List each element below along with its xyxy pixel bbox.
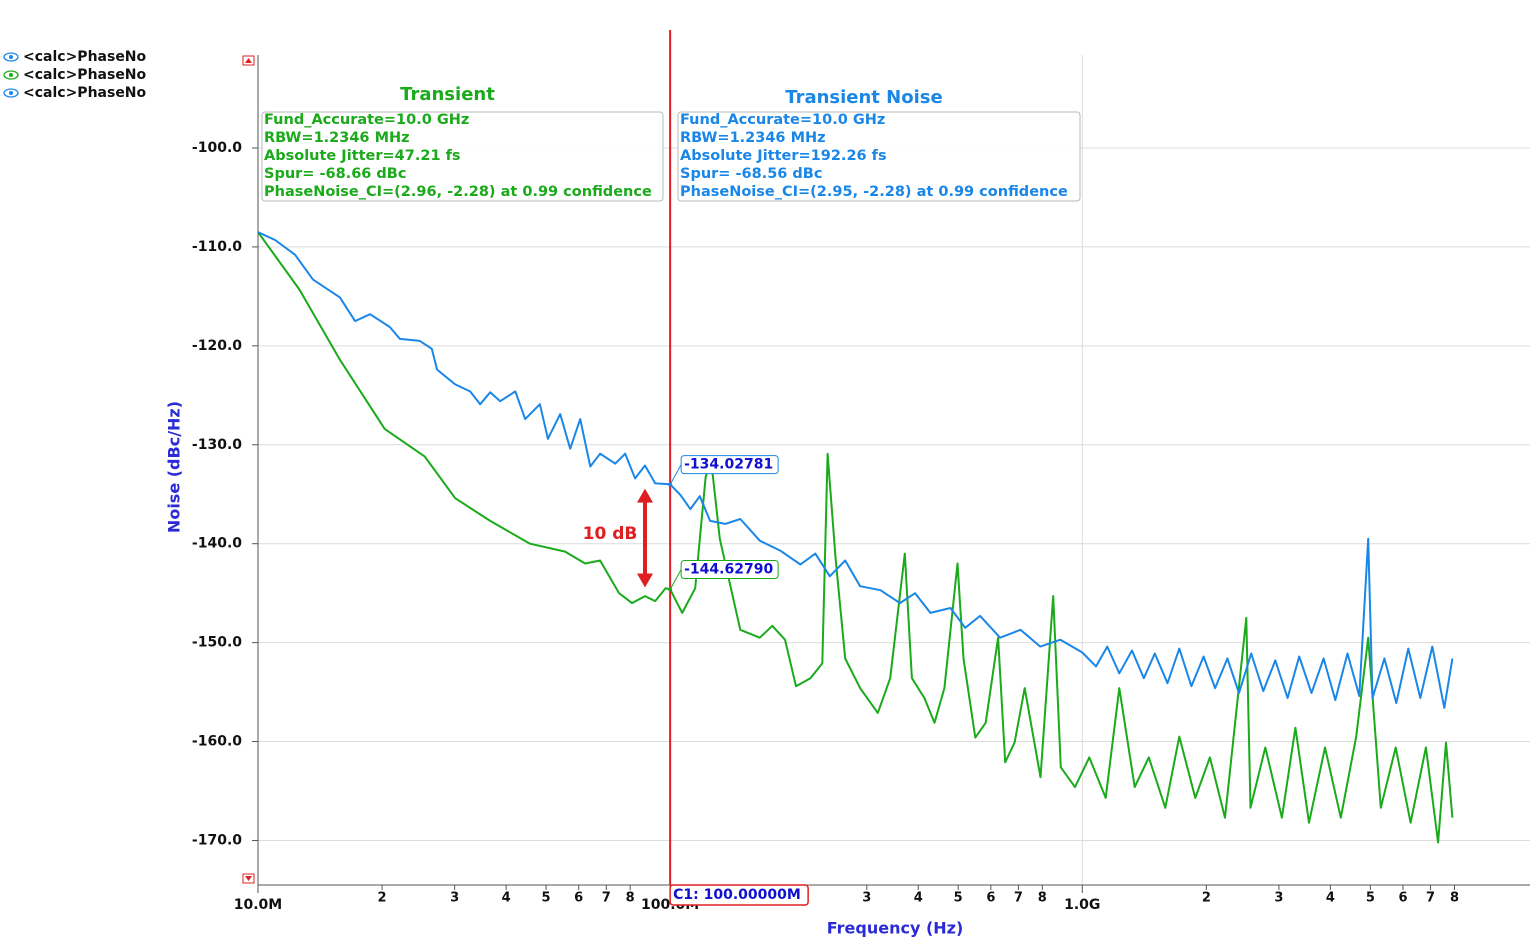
series-line	[257, 231, 1454, 709]
x-tick-label-major: 10.0M	[234, 897, 282, 913]
legend-icon-pupil	[9, 73, 13, 77]
annotation-title: Transient Noise	[785, 87, 942, 108]
legend-icon-pupil	[9, 55, 13, 59]
x-tick-label-minor: 4	[1326, 891, 1335, 906]
y-tick-label: -150.0	[192, 635, 242, 651]
y-tick-label: -160.0	[192, 734, 242, 750]
marker-point	[668, 587, 673, 592]
x-tick-label-major: 1.0G	[1064, 897, 1100, 913]
x-tick-label-minor: 7	[1014, 891, 1023, 906]
x-tick-label-minor: 5	[954, 891, 963, 906]
x-tick-label-minor: 5	[542, 891, 551, 906]
x-tick-label-minor: 4	[914, 891, 923, 906]
marker-label: -134.02781	[684, 457, 773, 473]
y-tick-label: -170.0	[192, 832, 242, 848]
annotation-line: Spur= -68.66 dBc	[264, 166, 406, 182]
annotation-title: Transient	[400, 84, 495, 105]
delta-arrow-head	[637, 488, 653, 503]
series-line	[257, 231, 1454, 844]
y-tick-label: -130.0	[192, 437, 242, 453]
x-axis-label: Frequency (Hz)	[827, 919, 964, 938]
marker-label-box	[680, 559, 779, 579]
marker-label: -144.62790	[684, 561, 773, 577]
annotation-line: Absolute Jitter=192.26 fs	[680, 148, 887, 164]
cursor-label-box	[669, 884, 809, 906]
y-axis-label: Noise (dBc/Hz)	[165, 401, 184, 533]
legend-label: <calc>PhaseNo	[23, 85, 147, 101]
annotation-line: Fund_Accurate=10.0 GHz	[680, 112, 885, 128]
x-tick-label-minor: 8	[1450, 891, 1459, 906]
scroll-up-icon	[245, 58, 252, 63]
x-tick-label-minor: 3	[862, 891, 871, 906]
x-tick-label-minor: 4	[502, 891, 511, 906]
x-tick-label-minor: 8	[626, 891, 635, 906]
legend-label: <calc>PhaseNo	[23, 49, 147, 65]
annotation-line: RBW=1.2346 MHz	[264, 130, 410, 146]
x-tick-label-minor: 5	[1366, 891, 1375, 906]
annotation-line: PhaseNoise_CI=(2.95, -2.28) at 0.99 conf…	[680, 184, 1068, 200]
annotation-box	[261, 111, 664, 202]
legend-icon	[3, 52, 19, 62]
legend-icon	[3, 88, 19, 98]
legend-label: <calc>PhaseNo	[23, 67, 147, 83]
legend-icon-pupil	[9, 91, 13, 95]
y-tick-label: -140.0	[192, 536, 242, 552]
x-tick-label-minor: 2	[378, 891, 387, 906]
x-tick-label-minor: 8	[1038, 891, 1047, 906]
marker-point	[668, 482, 673, 487]
x-tick-label-minor: 7	[602, 891, 611, 906]
x-tick-label-minor: 6	[1398, 891, 1407, 906]
x-tick-label-minor: 6	[986, 891, 995, 906]
cursor-label: C1: 100.00000M	[673, 887, 801, 903]
annotation-line: Fund_Accurate=10.0 GHz	[264, 112, 469, 128]
y-tick-label: -120.0	[192, 338, 242, 354]
y-tick-label: -100.0	[192, 140, 242, 156]
annotation-line: Spur= -68.56 dBc	[680, 166, 822, 182]
x-tick-label-minor: 6	[574, 891, 583, 906]
marker-leader	[669, 464, 682, 485]
marker-leader	[669, 569, 682, 590]
delta-arrow-head	[637, 573, 653, 588]
x-tick-label-minor: 2	[1202, 891, 1211, 906]
annotation-box	[677, 111, 1081, 202]
annotation-line: RBW=1.2346 MHz	[680, 130, 826, 146]
annotation-line: PhaseNoise_CI=(2.96, -2.28) at 0.99 conf…	[264, 184, 652, 200]
scroll-down-icon	[245, 876, 252, 881]
delta-label: 10 dB	[583, 524, 638, 544]
annotation-line: Absolute Jitter=47.21 fs	[264, 148, 461, 164]
x-tick-label-minor: 3	[1274, 891, 1283, 906]
legend-icon	[3, 70, 19, 80]
x-tick-label-minor: 7	[1426, 891, 1435, 906]
marker-label-box	[680, 455, 779, 475]
x-tick-label-minor: 3	[450, 891, 459, 906]
y-tick-label: -110.0	[192, 239, 242, 255]
